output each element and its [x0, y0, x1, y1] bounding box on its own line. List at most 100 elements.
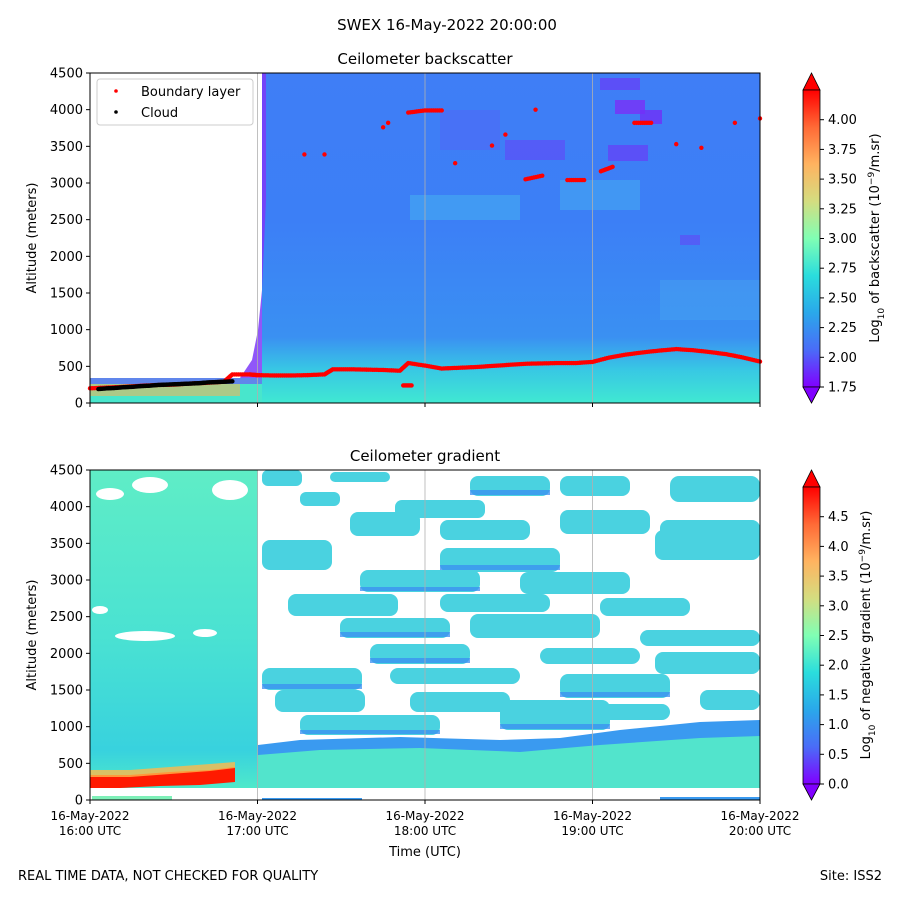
gradient-band: [300, 492, 340, 506]
gradient-band: [262, 540, 332, 570]
gradient-title: Ceilometer gradient: [350, 447, 500, 465]
x-tick-label-date: 16-May-2022: [385, 809, 464, 823]
gradient-band: [640, 630, 760, 646]
y-tick-label: 3000: [50, 574, 83, 589]
gradient-heatmap: [90, 470, 760, 800]
gradient-gap: [193, 629, 217, 637]
gradient-surface-gap: [258, 788, 760, 800]
backscatter-y-ticks: 0 500 1000 1500 2000 2500 3000 3500 4000 4500: [50, 67, 90, 412]
y-tick-label: 1500: [50, 684, 83, 699]
y-tick-label: 0: [75, 397, 83, 412]
backscatter-edge: [240, 73, 266, 378]
backscatter-colorbar-ticks: 1.75 2.00 2.25 2.50 2.75 3.00 3.25 3.50 3.75 4.00: [820, 113, 857, 396]
gradient-y-ticks: 0 500 1000 1500 2000 2500 3000 3500 4000 4500: [50, 464, 90, 809]
backscatter-markers: [87, 107, 763, 392]
y-tick-label: 4000: [50, 500, 83, 515]
gradient-band: [520, 572, 630, 594]
colorbar-tick-label: 0.0: [828, 778, 849, 793]
boundary-layer-point: [503, 132, 508, 137]
colorbar-tick-label: 1.5: [828, 688, 849, 703]
backscatter-surface-top: [90, 378, 262, 384]
backscatter-patch: [660, 280, 760, 320]
colorbar-tick-label: 3.75: [828, 143, 857, 158]
x-tick-label-time: 16:00 UTC: [59, 824, 121, 838]
colorbar-tick-label: 2.50: [828, 291, 857, 306]
colorbar-tick-label: 1.75: [828, 381, 857, 396]
gradient-left-surface-line: [92, 796, 172, 800]
x-tick-label-time: 19:00 UTC: [561, 824, 623, 838]
boundary-layer-point: [540, 173, 545, 178]
gradient-colorbar: 0.0 0.5 1.0 1.5 2.0 2.5 3.0 3.5 4.0 4.5 Log10 of …: [802, 469, 878, 801]
gradient-band: [395, 500, 485, 518]
y-tick-label: 3500: [50, 140, 83, 155]
gradient-band-edges: [262, 490, 670, 734]
boundary-layer-point: [385, 120, 391, 126]
footer-disclaimer: REAL TIME DATA, NOT CHECKED FOR QUALITY: [18, 869, 319, 884]
gradient-x-ticks: 16-May-2022 16:00 UTC 16-May-2022 17:00 UTC…: [50, 800, 800, 838]
backscatter-blotch: [505, 140, 565, 160]
boundary-layer-point: [610, 164, 615, 170]
legend-label-boundary-layer: Boundary layer: [141, 85, 241, 100]
gradient-band: [350, 512, 420, 536]
colorbar-gradient: [802, 89, 821, 388]
legend-box: [96, 78, 254, 126]
gradient-panel: Ceilometer gradient: [25, 447, 878, 860]
backscatter-colorbar-label: Log10 of backscatter (10−9/m.sr): [867, 133, 887, 342]
y-tick-label: 2500: [50, 213, 83, 228]
y-tick-label: 2000: [50, 647, 83, 662]
gradient-band: [262, 470, 302, 486]
gradient-gap: [92, 606, 108, 614]
gradient-surface-orange-edge: [90, 762, 235, 777]
y-tick-label: 1500: [50, 287, 83, 302]
colorbar-tick-label: 3.00: [828, 232, 857, 247]
y-tick-label: 3500: [50, 537, 83, 552]
gradient-band-edge: [470, 490, 550, 495]
backscatter-blotch: [600, 78, 640, 90]
gradient-band: [360, 570, 480, 592]
backscatter-legend: Boundary layer Cloud: [96, 78, 254, 126]
gradient-band: [440, 520, 530, 540]
gradient-band-edge: [500, 724, 610, 729]
backscatter-patch: [410, 195, 520, 220]
gradient-surface-line: [660, 797, 760, 800]
boundary-layer-point: [322, 152, 327, 157]
colorbar-tick-label: 2.75: [828, 262, 857, 277]
backscatter-no-data: [90, 73, 262, 378]
backscatter-heatmap: [90, 73, 760, 403]
gradient-surface-line: [262, 798, 362, 800]
backscatter-x-ticks: [89, 403, 761, 407]
boundary-layer-point: [581, 177, 587, 183]
colorbar-tick-label: 3.0: [828, 599, 849, 614]
gradient-band: [670, 476, 760, 502]
boundary-layer-point: [533, 107, 538, 112]
backscatter-blotch: [615, 100, 645, 114]
colorbar-tick-label: 3.5: [828, 570, 849, 585]
colorbar-tick-label: 1.0: [828, 718, 849, 733]
gradient-gap: [96, 488, 124, 500]
boundary-layer-point: [489, 143, 495, 148]
x-tick-label-date: 16-May-2022: [553, 809, 632, 823]
colorbar-tick-label: 3.25: [828, 202, 857, 217]
colorbar-tick-label: 4.0: [828, 540, 849, 555]
x-tick-label-time: 17:00 UTC: [226, 824, 288, 838]
gradient-band: [288, 594, 398, 616]
gradient-band: [390, 668, 520, 684]
y-tick-label: 0: [75, 794, 83, 809]
y-tick-label: 2500: [50, 610, 83, 625]
boundary-layer-point: [699, 145, 704, 150]
colorbar-extend-min: [802, 386, 821, 404]
figure-suptitle: SWEX 16-May-2022 20:00:00: [337, 16, 557, 34]
gradient-band: [540, 648, 640, 664]
backscatter-patch: [560, 180, 640, 210]
boundary-layer-point: [452, 161, 458, 166]
backscatter-title: Ceilometer backscatter: [337, 50, 513, 68]
backscatter-blotch: [640, 110, 662, 124]
gradient-band: [600, 704, 670, 720]
gradient-ylabel: Altitude (meters): [25, 580, 40, 691]
backscatter-panel: Ceilometer backscatter: [25, 50, 887, 412]
x-tick-label-time: 20:00 UTC: [729, 824, 791, 838]
y-tick-label: 4000: [50, 103, 83, 118]
gradient-band: [700, 690, 760, 710]
